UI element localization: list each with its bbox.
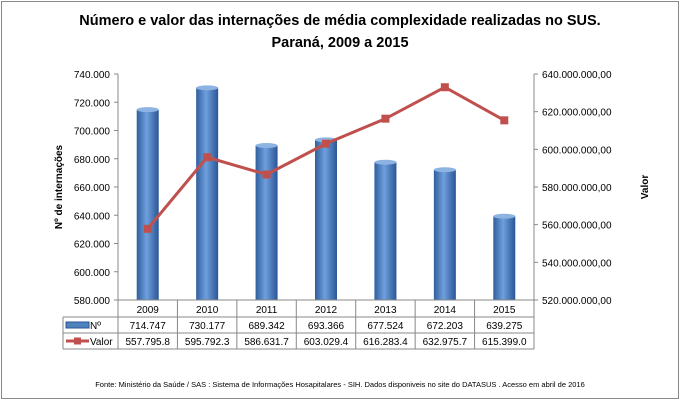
table-cell-n: 689.342: [248, 321, 285, 332]
y-tick-label: 640.000: [74, 211, 111, 222]
y2-tick-label: 600.000.000,00: [542, 145, 612, 156]
legend-label-n: Nº: [90, 321, 101, 332]
y2-tick-label: 640.000.000,00: [542, 70, 612, 81]
line-point-2011: [262, 170, 271, 179]
table-cell-n: 677.524: [367, 321, 404, 332]
x-tick-label: 2013: [374, 305, 397, 316]
table-cell-valor: 603.029.4: [304, 337, 349, 348]
x-tick-label: 2010: [196, 305, 219, 316]
bar-2011: [255, 145, 278, 300]
source-note: Fonte: Ministério da Saúde / SAS : Siste…: [95, 380, 585, 389]
y2-tick-label: 520.000.000,00: [542, 296, 612, 307]
table-cell-valor: 557.795.8: [125, 337, 170, 348]
y-tick-label: 620.000: [74, 240, 111, 251]
chart-title-line1: Número e valor das internações de média …: [79, 13, 600, 29]
y2-tick-label: 580.000.000,00: [542, 183, 612, 194]
line-point-2013: [381, 114, 390, 123]
line-point-2012: [322, 139, 330, 148]
bar-top: [255, 143, 278, 149]
table-cell-n: 693.366: [308, 321, 345, 332]
table-cell-n: 672.203: [427, 321, 464, 332]
y-tick-label: 680.000: [74, 155, 111, 166]
legend-label-valor: Valor: [90, 337, 113, 348]
table-cell-valor: 615.399.0: [482, 337, 527, 348]
y-tick-label: 700.000: [74, 127, 111, 138]
y2-tick-label: 620.000.000,00: [542, 108, 612, 119]
y2-axis-label: Valor: [640, 175, 651, 200]
bar-2009: [136, 109, 159, 300]
table-cell-valor: 595.792.3: [185, 337, 230, 348]
table-cell-n: 730.177: [189, 321, 226, 332]
table-cell-valor: 632.975.7: [423, 337, 468, 348]
y-axis-label: Nº de internações: [54, 144, 65, 229]
table-cell-n: 714.747: [130, 321, 167, 332]
y-tick-label: 660.000: [74, 183, 111, 194]
y-tick-label: 740.000: [74, 70, 111, 81]
line-point-2009: [143, 224, 152, 233]
bar-top: [136, 107, 159, 113]
y-tick-label: 600.000: [74, 268, 111, 279]
x-tick-label: 2011: [256, 305, 278, 316]
x-tick-label: 2015: [493, 305, 516, 316]
x-tick-label: 2012: [315, 305, 338, 316]
table-cell-valor: 586.631.7: [244, 337, 289, 348]
bar-2010: [196, 87, 219, 300]
bar-top: [374, 159, 397, 165]
chart-title-line2: Paraná, 2009 a 2015: [271, 35, 408, 51]
legend-key-valor-marker: [74, 337, 81, 345]
bar-top: [196, 85, 219, 91]
y2-tick-label: 560.000.000,00: [542, 221, 612, 232]
bar-2015: [493, 216, 516, 300]
table-cell-valor: 616.283.4: [363, 337, 408, 348]
table-cell-n: 639.275: [486, 321, 523, 332]
line-point-2010: [203, 153, 212, 162]
bar-2013: [374, 162, 397, 300]
y-tick-label: 580.000: [74, 296, 111, 307]
legend-key-n: [65, 321, 90, 329]
x-tick-label: 2014: [434, 305, 457, 316]
y2-tick-label: 540.000.000,00: [542, 258, 612, 269]
bar-2012: [315, 139, 337, 300]
y-tick-label: 720.000: [74, 98, 111, 109]
line-point-2015: [500, 116, 509, 125]
bar-2014: [433, 169, 456, 300]
bar-top: [493, 213, 516, 219]
bar-top: [433, 167, 456, 173]
line-point-2014: [440, 83, 449, 92]
x-tick-label: 2009: [137, 305, 160, 316]
